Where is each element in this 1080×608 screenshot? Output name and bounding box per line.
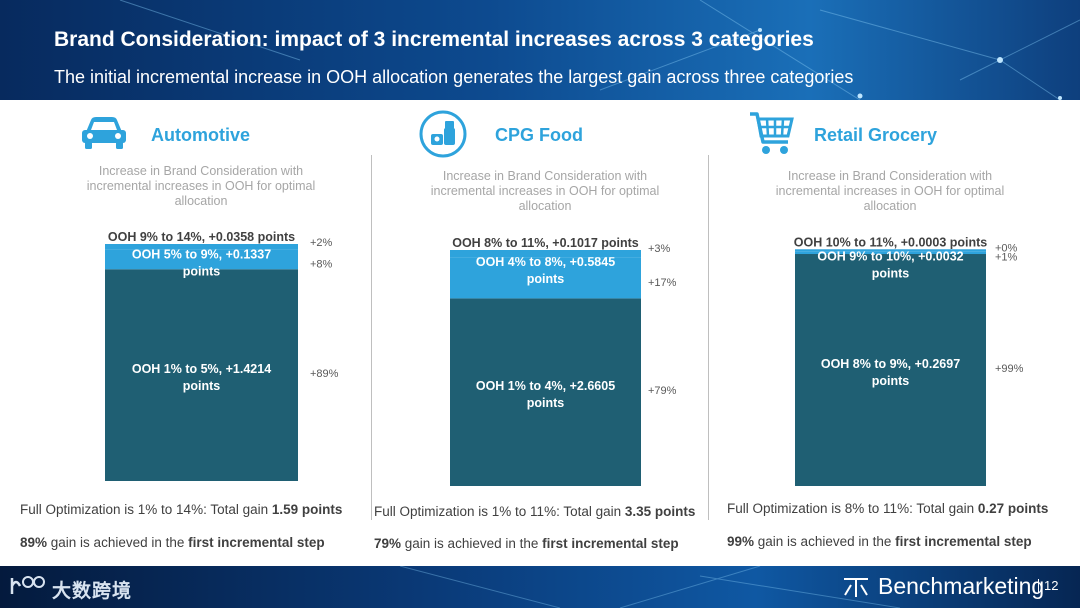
panel-title-retail-grocery: Retail Grocery xyxy=(814,125,938,145)
summary-first-step: 89% gain is achieved in the first increm… xyxy=(20,535,325,550)
segment-percent-label: +79% xyxy=(648,385,677,397)
segment-percent-label: +0% xyxy=(995,242,1018,254)
segment-percent-label: +2% xyxy=(310,237,333,249)
bar-segment xyxy=(795,251,986,255)
segment-percent-label: +89% xyxy=(310,368,339,380)
segment-label: OOH 9% to 10%, +0.0032 xyxy=(817,249,963,263)
summary-total-gain: Full Optimization is 8% to 11%: Total ga… xyxy=(727,501,1049,516)
food-basket-icon xyxy=(419,110,467,163)
bar-segment xyxy=(105,269,298,481)
summary-total-gain: Full Optimization is 1% to 11%: Total ga… xyxy=(374,504,696,519)
bar-segment xyxy=(795,254,986,486)
segment-label: OOH 9% to 14%, +0.0358 points xyxy=(108,230,295,244)
segment-percent-label: +1% xyxy=(995,252,1018,264)
segment-label: points xyxy=(527,396,565,410)
shopping-cart-icon xyxy=(748,110,794,163)
summary-total-gain: Full Optimization is 1% to 14%: Total ga… xyxy=(20,502,343,517)
brand-name: Benchmarketing xyxy=(878,573,1045,599)
network-graphic xyxy=(119,0,1080,100)
segment-label: OOH 1% to 4%, +2.6605 xyxy=(476,379,615,393)
panel-title-automotive: Automotive xyxy=(151,125,250,145)
summary-first-step: 79% gain is achieved in the first increm… xyxy=(374,536,679,551)
bar-segment xyxy=(105,249,298,270)
page-number: 12 xyxy=(1038,579,1058,593)
segment-label: OOH 8% to 9%, +0.2697 xyxy=(821,357,960,371)
bar-segment xyxy=(450,250,641,258)
segment-label: OOH 5% to 9%, +0.1337 xyxy=(132,247,271,261)
segment-label: OOH 4% to 8%, +0.5845 xyxy=(476,255,615,269)
bar-segment xyxy=(795,249,986,252)
bar-segment xyxy=(105,244,298,250)
segment-label: OOH 8% to 11%, +0.1017 points xyxy=(452,236,639,250)
chart-caption: Increase in Brand Consideration with inc… xyxy=(775,169,1005,213)
panel-title-cpg-food: CPG Food xyxy=(495,125,583,145)
segment-label: OOH 10% to 11%, +0.0003 points xyxy=(794,235,988,249)
panel-divider xyxy=(708,155,709,520)
segment-percent-label: +17% xyxy=(648,277,677,289)
bar-segment xyxy=(450,298,641,486)
chart-caption: Increase in Brand Consideration with inc… xyxy=(86,164,316,208)
page-title: Brand Consideration: impact of 3 increme… xyxy=(54,28,814,51)
segment-label: OOH 1% to 5%, +1.4214 xyxy=(132,362,271,376)
page-subtitle: The initial incremental increase in OOH … xyxy=(54,67,854,87)
segment-percent-label: +99% xyxy=(995,363,1024,375)
bar-segment xyxy=(450,257,641,299)
segment-label: points xyxy=(872,374,910,388)
segment-label: points xyxy=(183,379,221,393)
watermark-logo-icon xyxy=(8,572,48,605)
network-graphic xyxy=(399,566,901,608)
summary-first-step: 99% gain is achieved in the first increm… xyxy=(727,534,1032,549)
segment-label: points xyxy=(872,266,910,280)
panel-divider xyxy=(371,155,372,520)
chart-caption: Increase in Brand Consideration with inc… xyxy=(430,169,660,213)
segment-percent-label: +8% xyxy=(310,258,333,270)
header-banner: Brand Consideration: impact of 3 increme… xyxy=(0,0,1080,100)
segment-label: points xyxy=(183,264,221,278)
car-icon xyxy=(80,114,128,157)
segment-percent-label: +3% xyxy=(648,243,671,255)
segment-label: points xyxy=(527,272,565,286)
watermark-text: 大数跨境 xyxy=(52,580,133,602)
benchmarketing-logo-icon xyxy=(842,575,870,604)
footer-banner: 大数跨境 Benchmarketing 12 xyxy=(0,566,1080,608)
